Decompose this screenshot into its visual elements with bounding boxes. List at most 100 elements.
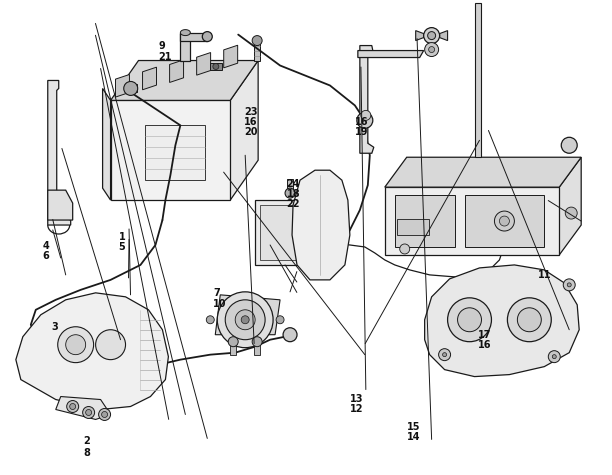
Bar — [254, 40, 260, 60]
Circle shape — [217, 292, 273, 348]
Text: 23: 23 — [244, 106, 257, 116]
Polygon shape — [358, 50, 424, 57]
Text: 18: 18 — [286, 189, 300, 199]
Circle shape — [276, 316, 284, 324]
Polygon shape — [103, 88, 111, 200]
Circle shape — [439, 349, 450, 361]
Text: 17: 17 — [478, 330, 491, 340]
Circle shape — [124, 81, 138, 95]
Circle shape — [86, 409, 92, 416]
Polygon shape — [111, 100, 230, 200]
Circle shape — [428, 47, 435, 53]
Circle shape — [99, 408, 111, 420]
Polygon shape — [48, 80, 71, 225]
Circle shape — [285, 188, 295, 198]
Circle shape — [235, 310, 255, 330]
Circle shape — [228, 337, 238, 347]
Bar — [254, 342, 260, 355]
Circle shape — [58, 327, 94, 362]
Circle shape — [203, 32, 212, 42]
Polygon shape — [170, 60, 184, 83]
Circle shape — [458, 308, 482, 332]
Text: 21: 21 — [159, 52, 172, 62]
Text: 22: 22 — [286, 200, 300, 209]
Polygon shape — [416, 30, 424, 40]
Bar — [230, 342, 236, 355]
Circle shape — [361, 110, 371, 120]
Circle shape — [95, 330, 125, 360]
Polygon shape — [255, 200, 310, 265]
Polygon shape — [260, 205, 305, 260]
Polygon shape — [292, 170, 350, 280]
Polygon shape — [559, 157, 581, 255]
Circle shape — [70, 404, 76, 409]
Text: 5: 5 — [119, 242, 125, 252]
Text: 10: 10 — [213, 299, 227, 309]
Bar — [146, 125, 205, 180]
Circle shape — [67, 400, 79, 412]
Polygon shape — [143, 67, 157, 90]
Text: 3: 3 — [51, 323, 58, 332]
Polygon shape — [215, 295, 280, 335]
Circle shape — [225, 300, 265, 340]
Text: 15: 15 — [407, 422, 420, 432]
Polygon shape — [385, 157, 581, 187]
Circle shape — [252, 36, 262, 46]
Text: 16: 16 — [355, 117, 368, 127]
Polygon shape — [230, 60, 258, 200]
Circle shape — [400, 244, 409, 254]
Circle shape — [241, 316, 249, 324]
Circle shape — [425, 43, 439, 57]
Polygon shape — [465, 195, 544, 247]
Bar — [474, 3, 482, 157]
Text: 8: 8 — [83, 448, 90, 458]
Text: 16: 16 — [478, 341, 491, 351]
Polygon shape — [111, 60, 258, 100]
Polygon shape — [439, 30, 447, 40]
Polygon shape — [395, 195, 455, 247]
Polygon shape — [196, 53, 211, 75]
Text: 11: 11 — [538, 270, 551, 280]
Circle shape — [102, 411, 108, 418]
Circle shape — [206, 316, 214, 324]
Circle shape — [83, 407, 95, 418]
Polygon shape — [181, 33, 207, 40]
Text: 13: 13 — [350, 393, 364, 404]
Circle shape — [213, 64, 219, 69]
Text: 16: 16 — [244, 117, 257, 127]
Polygon shape — [48, 190, 73, 220]
Circle shape — [252, 337, 262, 347]
Text: 7: 7 — [213, 288, 220, 298]
Text: 12: 12 — [350, 404, 364, 414]
Polygon shape — [181, 33, 190, 60]
Polygon shape — [360, 46, 374, 153]
Text: 4: 4 — [42, 241, 49, 251]
Circle shape — [424, 28, 439, 44]
Circle shape — [494, 211, 515, 231]
Circle shape — [357, 113, 373, 128]
Polygon shape — [181, 29, 190, 36]
Polygon shape — [385, 187, 559, 255]
Circle shape — [561, 137, 577, 153]
Text: 24: 24 — [286, 179, 300, 189]
Polygon shape — [125, 85, 136, 93]
Circle shape — [65, 335, 86, 355]
Text: 20: 20 — [244, 127, 257, 137]
Circle shape — [283, 328, 297, 342]
Text: 2: 2 — [83, 436, 90, 446]
Polygon shape — [425, 265, 579, 377]
Circle shape — [552, 355, 556, 359]
Circle shape — [548, 351, 560, 362]
Polygon shape — [56, 397, 111, 419]
Text: 1: 1 — [119, 231, 125, 242]
Polygon shape — [210, 63, 222, 70]
Circle shape — [442, 352, 447, 357]
Bar — [287, 179, 293, 193]
Circle shape — [565, 207, 577, 219]
Circle shape — [567, 283, 571, 287]
Circle shape — [517, 308, 541, 332]
Bar — [397, 219, 428, 235]
Circle shape — [428, 32, 436, 39]
Circle shape — [128, 86, 133, 91]
Polygon shape — [224, 45, 237, 68]
